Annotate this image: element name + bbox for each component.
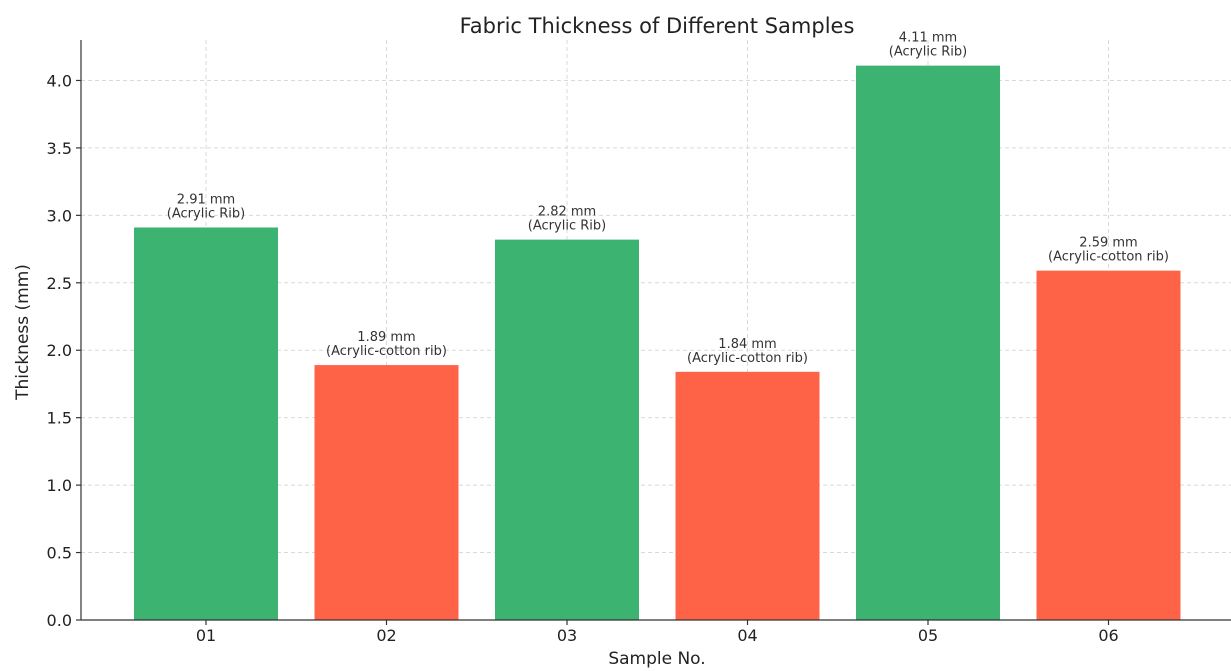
- y-tick-label: 3.5: [47, 139, 72, 158]
- x-tick-label: 05: [918, 626, 938, 645]
- y-tick-label: 2.5: [47, 274, 72, 293]
- x-axis-title: Sample No.: [608, 649, 705, 669]
- bar-fabric-label: (Acrylic Rib): [528, 219, 606, 234]
- x-tick-label: 06: [1098, 626, 1118, 645]
- bar-value-label: 2.59 mm: [1079, 236, 1137, 251]
- y-tick-label: 1.5: [47, 409, 72, 428]
- bar-02: [315, 365, 459, 620]
- bar-06: [1037, 271, 1181, 620]
- chart-title: Fabric Thickness of Different Samples: [460, 14, 855, 38]
- x-tick-label: 03: [557, 626, 577, 645]
- bar-fabric-label: (Acrylic Rib): [889, 45, 967, 60]
- y-tick-label: 0.5: [47, 544, 72, 563]
- bar-value-label: 4.11 mm: [899, 31, 957, 46]
- y-tick-label: 1.0: [47, 476, 72, 495]
- bar-value-label: 2.91 mm: [177, 192, 235, 207]
- y-axis-title: Thickness (mm): [13, 264, 33, 401]
- bar-04: [676, 372, 820, 620]
- bar-value-label: 1.89 mm: [357, 330, 415, 345]
- bar-05: [856, 66, 1000, 620]
- y-tick-label: 3.0: [47, 206, 72, 225]
- x-tick-label: 02: [376, 626, 396, 645]
- bar-01: [134, 227, 278, 620]
- bar-fabric-label: (Acrylic Rib): [167, 206, 245, 221]
- y-tick-label: 2.0: [47, 341, 72, 360]
- y-tick-label: 4.0: [47, 71, 72, 90]
- bar-03: [495, 240, 639, 620]
- bar-value-label: 2.82 mm: [538, 205, 596, 220]
- bar-fabric-label: (Acrylic-cotton rib): [687, 351, 808, 366]
- bars: [134, 66, 1181, 620]
- bar-fabric-label: (Acrylic-cotton rib): [326, 344, 447, 359]
- x-tick-label: 04: [737, 626, 757, 645]
- x-tick-label: 01: [196, 626, 216, 645]
- y-tick-label: 0.0: [47, 611, 72, 630]
- bar-labels: 2.91 mm(Acrylic Rib)1.89 mm(Acrylic-cott…: [167, 31, 1169, 366]
- bar-fabric-label: (Acrylic-cotton rib): [1048, 250, 1169, 265]
- bar-value-label: 1.84 mm: [718, 337, 776, 352]
